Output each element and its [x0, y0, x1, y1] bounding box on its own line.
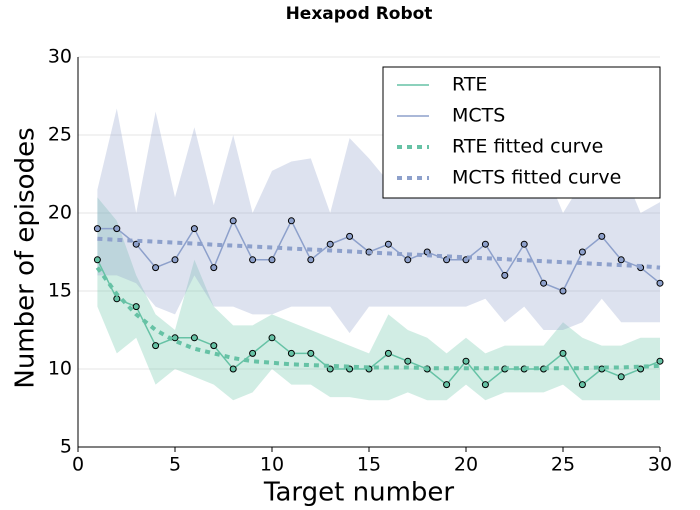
legend: RTE MCTS RTE fitted curve MCTS fitted curve — [382, 66, 661, 199]
point — [598, 232, 606, 240]
fitted-curve — [97, 236, 661, 270]
point — [190, 334, 198, 342]
x-tick-label: 25 — [551, 454, 575, 476]
point — [210, 264, 218, 272]
point — [540, 279, 548, 287]
point — [249, 256, 257, 264]
point — [249, 349, 257, 357]
y-tick-label: 20 — [48, 202, 72, 224]
chart-title: Hexapod Robot — [286, 4, 433, 24]
point — [481, 240, 489, 248]
legend-label: RTE fitted curve — [452, 136, 603, 158]
legend-label: MCTS fitted curve — [452, 167, 621, 189]
x-axis-label: Target number — [263, 478, 454, 508]
point — [578, 248, 586, 256]
point — [152, 342, 160, 350]
lines — [93, 217, 664, 389]
point — [617, 373, 625, 381]
legend-label: MCTS — [452, 105, 505, 127]
band — [97, 197, 660, 401]
x-tick-label: 15 — [357, 454, 381, 476]
point — [656, 279, 664, 287]
x-tick-label: 20 — [454, 454, 478, 476]
y-tick-label: 10 — [48, 358, 72, 380]
y-tick-label: 30 — [48, 46, 72, 68]
point — [152, 264, 160, 272]
point — [617, 256, 625, 264]
point — [481, 381, 489, 389]
point — [520, 240, 528, 248]
y-tick-label: 25 — [48, 124, 72, 146]
point — [578, 381, 586, 389]
point — [268, 334, 276, 342]
point — [559, 287, 567, 295]
point — [113, 225, 121, 233]
series-line — [97, 218, 661, 292]
y-axis-label: Number of episodes — [11, 127, 41, 388]
point — [268, 256, 276, 264]
fitted-curve — [95, 266, 661, 371]
x-tick-label: 30 — [648, 454, 672, 476]
point — [637, 365, 645, 373]
point — [132, 303, 140, 311]
point — [171, 256, 179, 264]
point — [501, 271, 509, 279]
point — [229, 365, 237, 373]
y-tick-label: 15 — [48, 280, 72, 302]
point — [346, 232, 354, 240]
point — [559, 349, 567, 357]
point — [443, 381, 451, 389]
x-tick-label: 5 — [169, 454, 181, 476]
point — [93, 225, 101, 233]
x-tick-label: 10 — [260, 454, 284, 476]
x-tick-label: 0 — [72, 454, 84, 476]
point — [326, 240, 334, 248]
point — [462, 357, 470, 365]
point — [404, 357, 412, 365]
point — [93, 256, 101, 264]
point — [210, 342, 218, 350]
point — [307, 349, 315, 357]
point — [229, 217, 237, 225]
point — [287, 217, 295, 225]
legend-box — [382, 66, 661, 199]
point — [656, 357, 664, 365]
y-tick-label: 5 — [60, 436, 72, 458]
point — [404, 256, 412, 264]
point — [307, 256, 315, 264]
point — [190, 225, 198, 233]
point — [287, 349, 295, 357]
point — [384, 349, 392, 357]
legend-label: RTE — [452, 74, 487, 96]
point — [384, 240, 392, 248]
